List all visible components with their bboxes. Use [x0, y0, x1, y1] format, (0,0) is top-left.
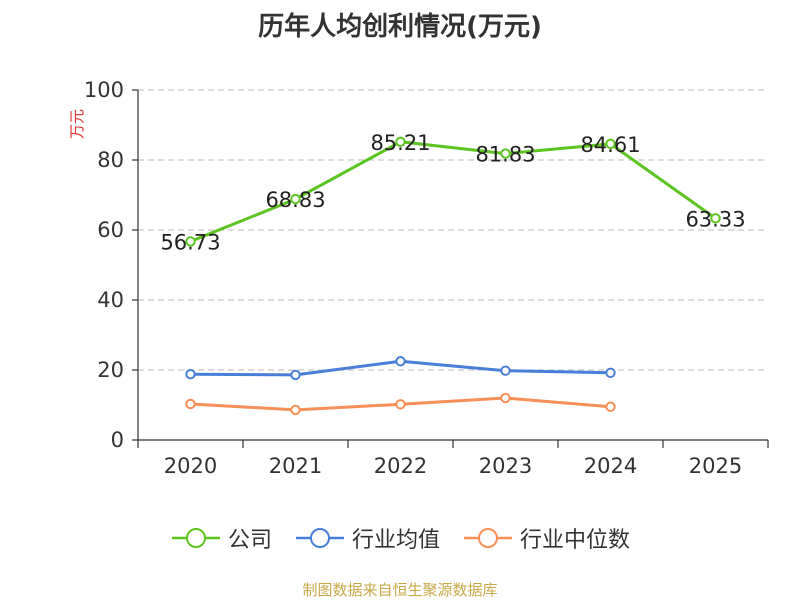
legend-label: 公司 — [227, 528, 272, 553]
data-label-s0-2020: 56.73 — [160, 230, 220, 254]
source-note: 制图数据来自恒生聚源数据库 — [302, 581, 498, 599]
data-point-s0-2024 — [605, 138, 616, 150]
legend-item-2[interactable]: 行业中位数 — [462, 522, 630, 554]
legend: 公司 行业均值 行业中位数 — [0, 518, 800, 558]
grid-lines — [138, 89, 768, 371]
legend-swatch-circle — [309, 528, 330, 548]
data-point-s0-2023 — [500, 148, 511, 159]
data-point-s1-2022 — [395, 356, 406, 367]
legend-swatch-icon — [171, 528, 220, 548]
chart-title: 历年人均创利情况(万元) — [258, 12, 542, 42]
data-point-s1-2024 — [605, 367, 616, 378]
data-label-s0-2023: 81.83 — [475, 143, 535, 167]
legend-item-1[interactable]: 行业均值 — [294, 522, 440, 554]
axes: 0 20 40 60 80 100 2020 2021 2022 2023 2024 2025 万元 — [68, 78, 769, 478]
data-point-s0-2020 — [185, 236, 196, 247]
data-point-s0-2021 — [290, 193, 301, 205]
data-point-s2-2022 — [395, 399, 406, 410]
data-point-s1-2021 — [290, 369, 301, 381]
data-point-s2-2024 — [605, 401, 616, 412]
data-point-s1-2023 — [500, 365, 511, 376]
x-tick-label-2022: 2022 — [374, 454, 427, 478]
x-tick-label-2023: 2023 — [479, 454, 532, 478]
legend-swatch-circle — [185, 528, 206, 548]
x-tick-label-2020: 2020 — [164, 454, 217, 478]
data-label-s0-2024: 84.61 — [580, 133, 640, 157]
data-point-s2-2023 — [500, 392, 511, 404]
legend-swatch-circle — [478, 528, 498, 548]
legend-swatch-icon — [295, 528, 344, 548]
y-tick-label-60: 60 — [97, 218, 124, 242]
data-point-s2-2021 — [290, 404, 301, 416]
data-point-s0-2025 — [710, 213, 721, 224]
legend-label: 行业均值 — [351, 528, 440, 553]
legend-label: 行业中位数 — [520, 528, 631, 553]
data-label-s0-2021: 68.83 — [265, 188, 325, 212]
y-tick-label-20: 20 — [97, 358, 124, 382]
series-line-0 — [189, 140, 717, 243]
y-tick-label-80: 80 — [97, 148, 124, 172]
y-axis-label: 万元 — [68, 109, 86, 139]
data-point-s1-2020 — [185, 369, 196, 380]
y-tick-label-0: 0 — [111, 428, 124, 452]
x-tick-label-2021: 2021 — [269, 454, 322, 478]
x-tick-label-2024: 2024 — [584, 454, 637, 478]
legend-swatch-icon — [464, 528, 512, 548]
x-tick-label-2025: 2025 — [689, 454, 742, 478]
series-lines — [185, 136, 721, 416]
data-point-s0-2022 — [395, 136, 406, 147]
legend-item-0[interactable]: 公司 — [170, 522, 272, 554]
y-tick-label-40: 40 — [97, 288, 124, 312]
data-label-s0-2025: 63.33 — [685, 207, 745, 231]
data-label-s0-2022: 85.21 — [370, 131, 430, 155]
data-labels: 56.73 68.83 85.21 81.83 84.61 63.33 — [160, 131, 745, 255]
data-point-s2-2020 — [185, 398, 196, 410]
y-tick-label-100: 100 — [84, 78, 124, 102]
